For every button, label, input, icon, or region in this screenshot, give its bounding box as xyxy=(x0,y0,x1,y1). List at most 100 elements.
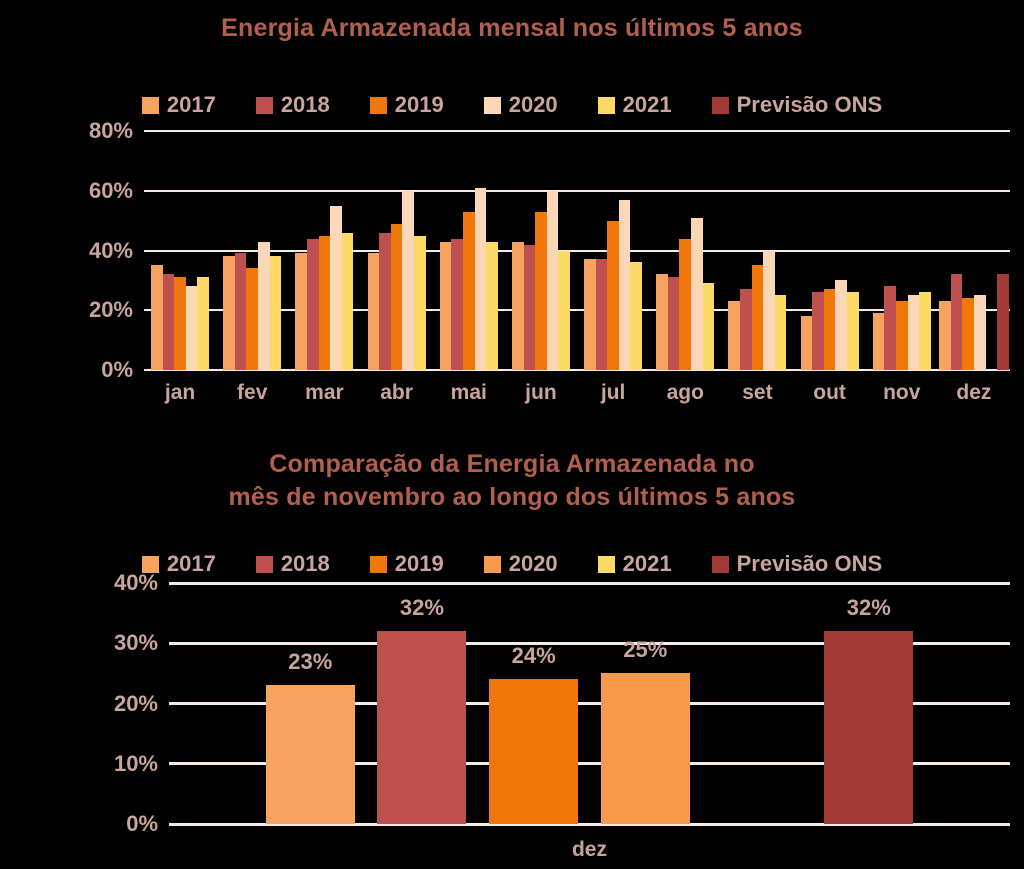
bar-2019-jun xyxy=(535,211,547,370)
bar-2017-abr xyxy=(367,253,380,370)
bar-Previsão ONS-dez xyxy=(997,274,1009,370)
bar-2021-ago xyxy=(702,283,715,370)
value-label: 23% xyxy=(288,649,333,675)
y-axis-label: 40% xyxy=(88,237,133,263)
legend-item-2020: 2020 xyxy=(483,551,558,577)
bar-2019-ago xyxy=(679,238,692,370)
bar-2021-nov xyxy=(919,292,931,370)
bar-2017-ago xyxy=(656,274,668,370)
value-label: 32% xyxy=(399,595,444,621)
y-axis-label: 10% xyxy=(113,750,158,776)
legend-item-2019: 2019 xyxy=(369,551,444,577)
legend-label: 2018 xyxy=(280,551,330,576)
bar-2018-abr xyxy=(379,232,391,370)
legend-item-Previsão ONS: Previsão ONS xyxy=(711,551,883,577)
legend-item-2020: 2020 xyxy=(483,92,558,118)
monthly-chart-title: Energia Armazenada mensal nos últimos 5 … xyxy=(221,14,803,42)
gridline xyxy=(144,189,1010,192)
bar-2017-nov xyxy=(872,313,885,370)
legend-label: 2020 xyxy=(508,92,558,117)
x-axis-label: jan xyxy=(164,381,196,404)
bar-2018-fev xyxy=(234,253,247,370)
bar-2019-mar xyxy=(318,235,331,370)
bar-2020-ago xyxy=(691,217,703,370)
legend-label: 2021 xyxy=(622,551,672,576)
gridline xyxy=(169,762,1010,766)
bar-2017-set xyxy=(728,301,740,370)
bar-2020-dez xyxy=(973,295,986,370)
legend-label: 2019 xyxy=(394,551,444,576)
bar-2017-out xyxy=(800,316,813,370)
bar-2021-set xyxy=(774,295,787,370)
legend-label: 2019 xyxy=(394,92,444,117)
comparison-chart-title-line1: Comparação da Energia Armazenada no xyxy=(269,450,755,478)
comparison-chart-title-line2: mês de novembro ao longo dos últimos 5 a… xyxy=(228,483,796,511)
bar-Previsão ONS-dez xyxy=(824,631,914,824)
y-axis-label: 80% xyxy=(88,118,133,143)
x-axis-label: jun xyxy=(525,381,557,404)
legend-item-2021: 2021 xyxy=(597,551,672,577)
bar-2018-jul xyxy=(595,259,608,370)
comparison-chart-title: Comparação da Energia Armazenada no mês … xyxy=(0,448,1024,514)
bar-2020-dez xyxy=(600,673,690,824)
bar-2019-dez xyxy=(489,679,579,824)
bar-2020-abr xyxy=(402,190,414,370)
bar-2020-mai xyxy=(474,187,487,370)
bar-2017-mar xyxy=(295,253,307,370)
gridline xyxy=(169,581,1010,585)
legend-swatch xyxy=(711,555,729,573)
bar-2019-fev xyxy=(246,268,259,370)
legend-label: Previsão ONS xyxy=(736,92,883,117)
bar-2021-mar xyxy=(341,232,354,370)
bar-2018-dez xyxy=(377,631,467,824)
bar-2017-jun xyxy=(511,241,524,370)
bar-2020-fev xyxy=(258,241,270,370)
x-axis-label: jul xyxy=(600,381,626,404)
legend-label: 2017 xyxy=(166,92,216,117)
bar-2019-jul xyxy=(607,220,619,370)
legend-swatch xyxy=(483,555,501,573)
legend-label: 2017 xyxy=(166,551,216,576)
bar-2021-jun xyxy=(558,250,570,370)
legend-swatch xyxy=(597,555,615,573)
bar-2021-out xyxy=(846,292,859,370)
value-label: 25% xyxy=(623,637,668,663)
y-axis-label: 0% xyxy=(126,811,158,836)
legend-label: 2018 xyxy=(280,92,330,117)
legend-item-2017: 2017 xyxy=(141,92,216,118)
bar-2018-jun xyxy=(523,244,536,370)
x-axis-label: dez xyxy=(571,838,607,861)
legend-label: Previsão ONS xyxy=(736,551,883,576)
bar-2021-jan xyxy=(197,277,210,370)
gridline xyxy=(169,702,1010,705)
legend-item-2019: 2019 xyxy=(369,92,444,118)
bar-2020-set xyxy=(763,250,775,370)
legend-swatch xyxy=(255,96,273,114)
bar-2018-dez xyxy=(950,274,963,370)
value-label: 32% xyxy=(846,595,891,621)
legend-swatch xyxy=(141,96,159,114)
bar-2018-nov xyxy=(884,286,896,370)
bar-2017-jan xyxy=(151,265,163,370)
legend-swatch xyxy=(255,555,273,573)
bar-2021-fev xyxy=(269,256,282,370)
bar-2020-out xyxy=(835,280,847,370)
bar-2021-jul xyxy=(630,262,643,370)
legend-label: 2021 xyxy=(622,92,672,117)
x-axis-label: dez xyxy=(956,381,992,404)
gridline xyxy=(169,822,1010,826)
bar-2019-mai xyxy=(462,211,475,370)
x-axis-label: abr xyxy=(380,381,413,404)
legend-swatch xyxy=(597,96,615,114)
y-axis-label: 0% xyxy=(101,357,133,382)
x-axis-label: ago xyxy=(666,381,704,404)
bar-2017-jul xyxy=(584,259,596,370)
bar-2019-jan xyxy=(174,277,186,370)
y-axis-label: 20% xyxy=(113,690,158,716)
comparison-chart-legend: 2017 2018 2019 2020 2021 Previsão ONS xyxy=(0,551,1024,577)
bar-2019-nov xyxy=(895,301,908,370)
gridline xyxy=(169,641,1010,645)
bar-2018-mar xyxy=(307,238,319,370)
legend-item-2021: 2021 xyxy=(597,92,672,118)
